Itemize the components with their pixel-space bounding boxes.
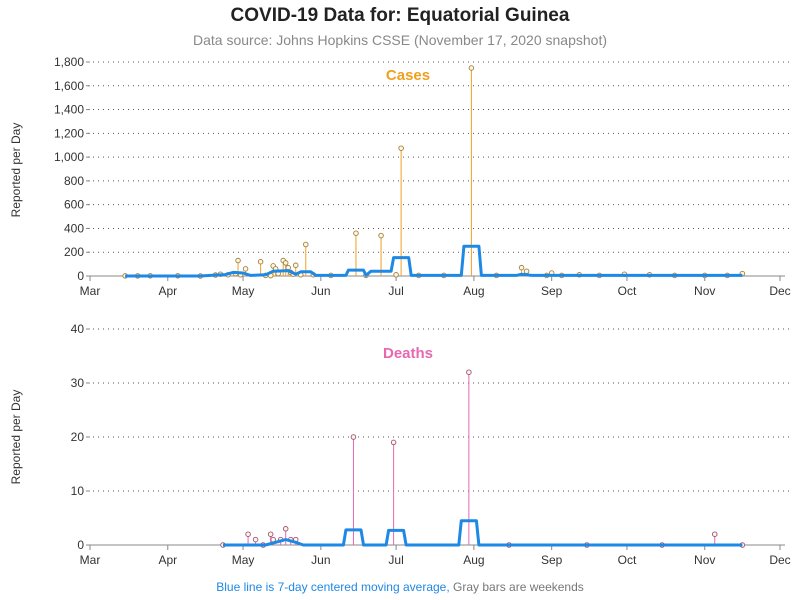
- cases-data-point: [282, 260, 289, 266]
- cases-x-tick-label: Oct: [618, 284, 637, 298]
- deaths-y-tick-label: 10: [71, 484, 85, 498]
- cases-moving-average-line: [125, 244, 743, 278]
- deaths-data-point: [390, 439, 397, 446]
- cases-data-point: [257, 258, 264, 265]
- cases-data-point: [398, 145, 404, 151]
- deaths-data-point: [466, 369, 472, 375]
- chart-footer: Blue line is 7-day centered moving avera…: [0, 580, 800, 594]
- deaths-x-tick-label: May: [232, 553, 255, 567]
- cases-y-tick-label: 1,400: [54, 103, 84, 117]
- cases-data-point: [292, 262, 299, 269]
- cases-y-tick-label: 200: [64, 245, 84, 259]
- cases-x-tick-label: May: [232, 284, 255, 298]
- deaths-x-tick-label: Jul: [388, 553, 403, 567]
- deaths-x-tick-label: Dec: [769, 553, 790, 567]
- deaths-data-point: [252, 536, 259, 543]
- cases-y-tick-label: 1,800: [54, 55, 84, 69]
- footer-weekend-note: Gray bars are weekends: [453, 580, 584, 594]
- cases-y-tick-label: 600: [64, 198, 84, 212]
- deaths-x-tick-label: Apr: [158, 553, 177, 567]
- deaths-moving-average-line: [223, 519, 743, 547]
- cases-y-tick-label: 400: [64, 221, 84, 235]
- deaths-y-tick-label: 20: [71, 430, 85, 444]
- deaths-y-tick-label: 40: [71, 322, 85, 336]
- cases-data-point: [303, 241, 309, 248]
- deaths-data-point: [350, 434, 357, 440]
- cases-y-tick-label: 1,000: [54, 150, 84, 164]
- cases-x-tick-label: Apr: [158, 284, 177, 298]
- cases-x-tick-label: Dec: [769, 284, 790, 298]
- deaths-panel-title: Deaths: [383, 345, 433, 362]
- footer-moving-average-note: Blue line is 7-day centered moving avera…: [216, 580, 450, 594]
- cases-data-point: [468, 65, 475, 71]
- cases-data-point: [235, 257, 241, 264]
- cases-data-point: [353, 230, 359, 236]
- deaths-y-tick-label: 0: [77, 538, 84, 552]
- cases-data-point: [378, 232, 384, 239]
- cases-x-tick-label: Nov: [694, 284, 715, 298]
- cases-y-tick-label: 1,200: [54, 126, 84, 140]
- deaths-data-point: [282, 526, 289, 532]
- chart-title: COVID-19 Data for: Equatorial Guinea: [230, 5, 570, 26]
- cases-x-tick-label: Mar: [80, 284, 101, 298]
- cases-data-point: [523, 268, 530, 274]
- chart-subtitle: Data source: Johns Hopkins CSSE (Novembe…: [193, 32, 607, 48]
- deaths-data-point: [245, 531, 251, 537]
- cases-data-point: [393, 272, 399, 278]
- cases-data-point: [518, 264, 525, 271]
- deaths-x-tick-label: Oct: [618, 553, 637, 567]
- cases-x-tick-label: Jul: [388, 284, 403, 298]
- cases-x-tick-label: Sep: [541, 284, 563, 298]
- cases-y-tick-label: 800: [64, 174, 84, 188]
- deaths-x-tick-label: Aug: [463, 553, 484, 567]
- deaths-data-point: [267, 531, 274, 537]
- cases-panel-title: Cases: [386, 67, 430, 84]
- deaths-x-tick-label: Mar: [80, 553, 101, 567]
- deaths-data-point: [712, 531, 718, 537]
- cases-y-tick-label: 1,600: [54, 79, 84, 93]
- cases-data-point: [242, 266, 249, 272]
- deaths-x-tick-label: Nov: [694, 553, 715, 567]
- cases-x-tick-label: Aug: [463, 284, 484, 298]
- cases-y-tick-label: 0: [77, 269, 84, 283]
- deaths-y-tick-label: 30: [71, 376, 85, 390]
- cases-x-tick-label: Jun: [311, 284, 330, 298]
- deaths-x-tick-label: Sep: [541, 553, 563, 567]
- deaths-x-tick-label: Jun: [311, 553, 330, 567]
